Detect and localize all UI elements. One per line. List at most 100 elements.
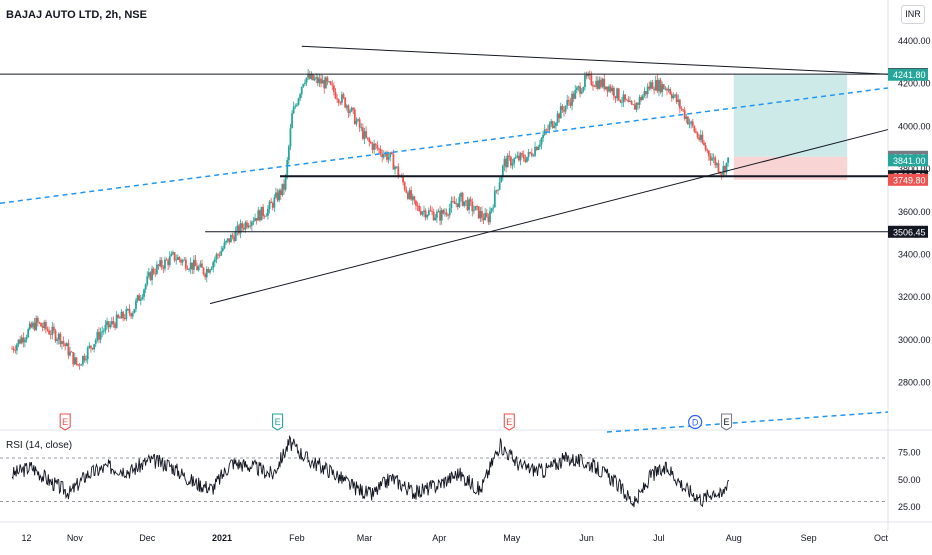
candle-body: [648, 86, 651, 89]
currency-button[interactable]: INR: [901, 5, 925, 24]
candle-body: [98, 331, 100, 340]
candle-body: [57, 333, 60, 340]
candle-body: [302, 83, 305, 87]
earnings-marker-label: E: [62, 417, 68, 427]
candle-body: [81, 355, 84, 365]
candle-body: [56, 339, 59, 341]
candle-body: [711, 158, 713, 161]
candle-body: [312, 74, 314, 81]
candle-body: [64, 343, 67, 347]
candle-body: [551, 121, 554, 128]
candle-body: [675, 94, 678, 102]
candle-body: [419, 210, 422, 215]
candle-body: [522, 154, 525, 160]
candle-body: [25, 337, 28, 340]
candle-body: [611, 87, 614, 92]
earnings-marker-label: E: [275, 417, 281, 427]
candle-body: [616, 88, 619, 99]
candle-body: [505, 158, 507, 168]
candle-body: [33, 322, 36, 330]
candle-body: [691, 121, 694, 126]
candle-body: [250, 221, 253, 226]
candle-body: [463, 201, 466, 206]
candle-body: [291, 113, 293, 129]
candle-body: [109, 324, 112, 328]
candle-body: [22, 337, 25, 343]
candle-body: [194, 259, 197, 267]
candle-body: [336, 98, 339, 100]
candle-body: [587, 74, 590, 77]
candle-body: [361, 127, 364, 139]
candle-body: [497, 189, 499, 191]
candle-body: [567, 100, 570, 102]
candle-body: [397, 166, 400, 176]
candle-body: [429, 210, 432, 212]
candle-body: [564, 105, 567, 112]
candle-body: [577, 86, 580, 88]
candle-body: [36, 317, 39, 323]
candle-body: [337, 99, 340, 103]
candle-body: [724, 166, 726, 173]
candle-body: [687, 116, 689, 125]
candle-body: [136, 295, 139, 301]
candle-body: [197, 266, 200, 271]
candle-body: [506, 155, 509, 168]
candle-body: [286, 160, 289, 176]
candle-body: [28, 323, 31, 330]
candle-body: [563, 109, 565, 112]
candle-body: [143, 289, 145, 297]
candle-body: [614, 96, 617, 99]
candle-body: [147, 272, 150, 277]
candle-body: [289, 128, 292, 147]
candle-body: [416, 205, 419, 207]
candle-body: [715, 163, 718, 166]
candle-body: [670, 94, 673, 99]
candle-body: [27, 329, 30, 338]
candle-body: [627, 99, 630, 102]
candle-body: [408, 190, 411, 199]
candle-body: [284, 175, 287, 190]
candle-body: [538, 144, 541, 147]
trendline: [301, 45, 889, 75]
x-tick-label: Dec: [139, 533, 156, 543]
candle-body: [395, 166, 398, 168]
candle-body: [65, 343, 68, 347]
candle-body: [653, 88, 656, 91]
candle-body: [295, 104, 298, 106]
candle-body: [287, 146, 290, 161]
candle-body: [667, 89, 670, 91]
price-label-bg: [888, 154, 928, 167]
candle-body: [604, 86, 607, 90]
candle-body: [621, 101, 623, 103]
candle-body: [501, 165, 504, 177]
candle-body: [572, 93, 575, 99]
candle-body: [484, 213, 487, 221]
candle-body: [585, 75, 588, 77]
candle-body: [548, 124, 551, 130]
candle-body: [334, 91, 337, 99]
candle-body: [371, 143, 374, 150]
candle-body: [466, 200, 469, 210]
candle-body: [590, 74, 593, 85]
candle-body: [455, 203, 458, 205]
candle-body: [490, 208, 493, 212]
candle-body: [649, 82, 652, 89]
candle-body: [141, 296, 144, 299]
candle-body: [38, 322, 41, 324]
candle-body: [571, 93, 573, 106]
candle-body: [390, 152, 393, 154]
candle-body: [559, 106, 562, 119]
candle-body: [99, 332, 102, 340]
candle-body: [712, 157, 715, 159]
candle-body: [477, 206, 480, 219]
candle-body: [516, 155, 519, 158]
candle-body: [370, 142, 372, 144]
candle-body: [304, 82, 306, 84]
candle-body: [165, 259, 168, 261]
candle-body: [703, 142, 705, 146]
candle-body: [35, 317, 38, 330]
candle-body: [352, 107, 355, 110]
candle-body: [606, 86, 609, 92]
